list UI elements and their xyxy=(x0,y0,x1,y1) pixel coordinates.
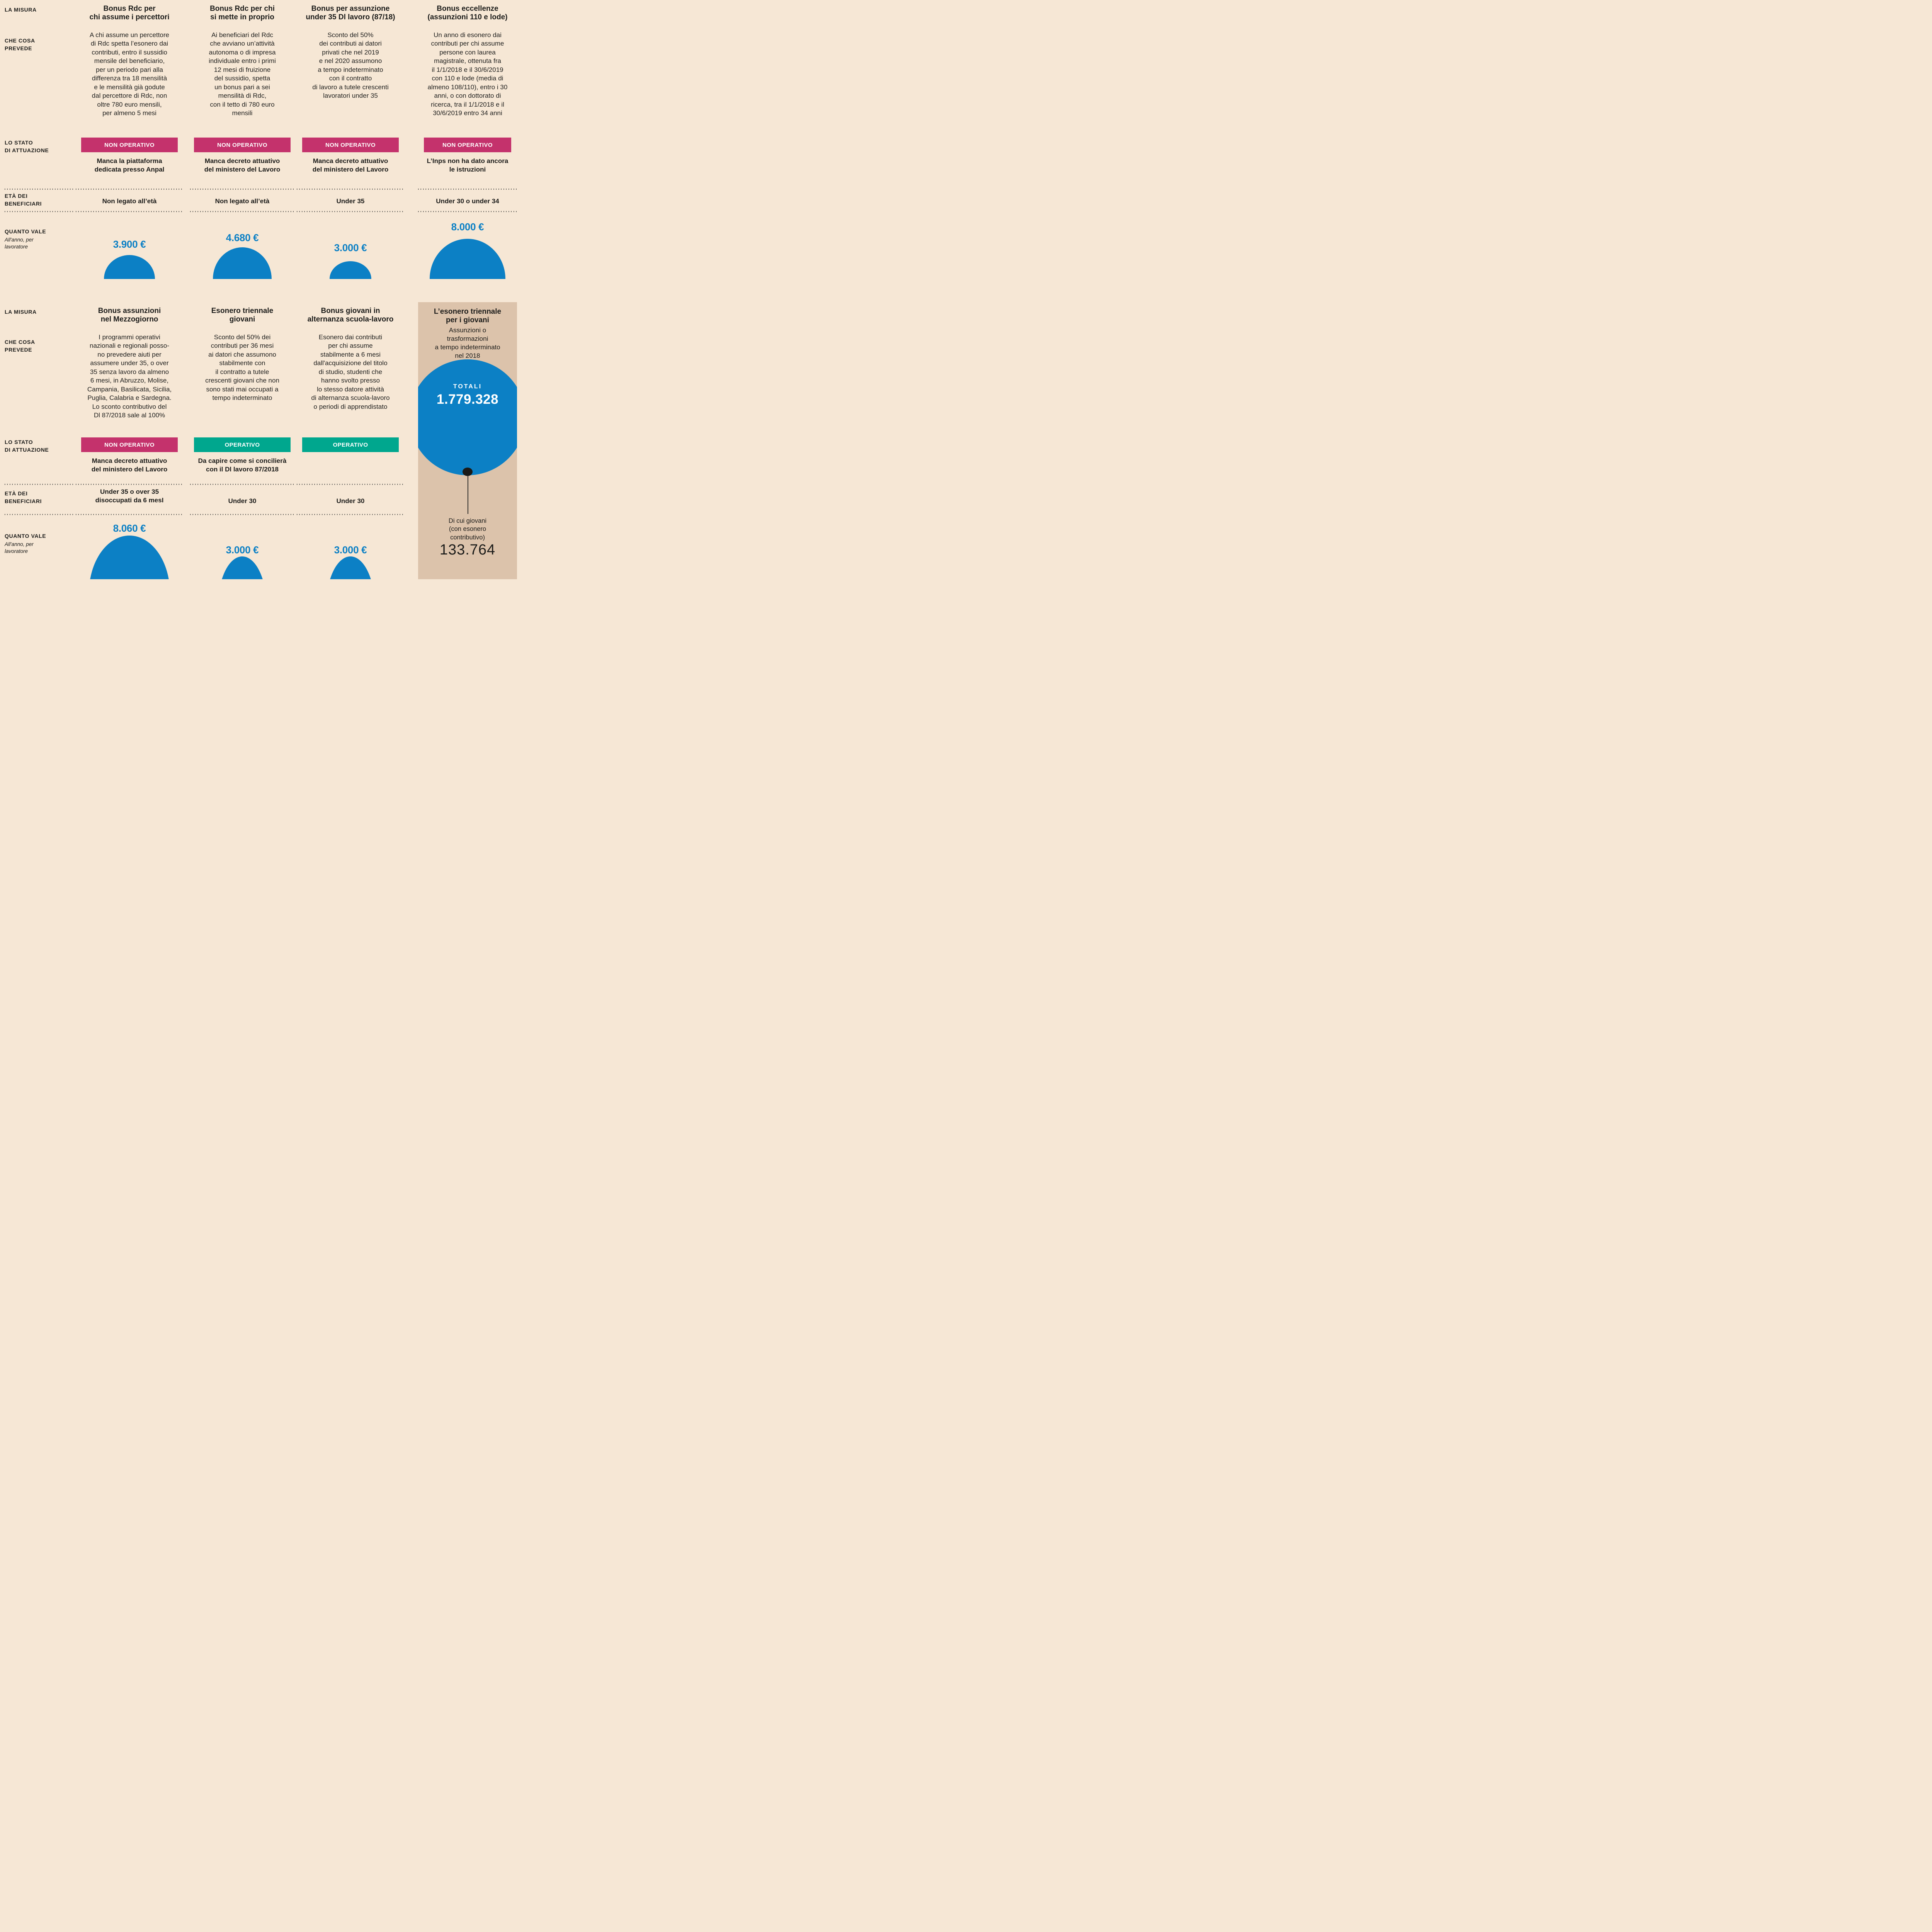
row-label-stato-1: LO STATO DI ATTUAZIONE xyxy=(5,139,49,153)
amount-dome xyxy=(326,556,375,579)
status-note: L’Inps non ha dato ancora le istruzioni xyxy=(427,157,509,173)
measure-title: Bonus per assunzione under 35 Dl lavoro … xyxy=(306,5,395,22)
measure-description: Esonero dai contributi per chi assume st… xyxy=(311,333,390,410)
dotted-divider xyxy=(5,514,73,515)
age-value: Non legato all’età xyxy=(215,197,270,205)
row-label-stato-2: LO STATO DI ATTUAZIONE xyxy=(5,439,49,453)
dotted-divider xyxy=(5,484,73,485)
status-badge: OPERATIVO xyxy=(194,437,291,452)
amount-value: 3.900 € xyxy=(113,238,146,250)
age-value: Under 30 o under 34 xyxy=(436,197,499,205)
dotted-divider xyxy=(76,189,183,190)
amount-dome xyxy=(89,536,170,579)
age-value: Under 35 xyxy=(336,197,365,205)
measure-description: Sconto del 50% dei contributi ai datori … xyxy=(312,31,389,100)
measure-title: Bonus Rdc per chi si mette in proprio xyxy=(210,5,275,22)
measure-description: I programmi operativi nazionali e region… xyxy=(87,333,172,419)
age-value: Non legato all’età xyxy=(102,197,157,205)
status-note: Manca la piattaforma dedicata presso Anp… xyxy=(94,157,165,173)
total-value: 1.779.328 xyxy=(436,392,499,407)
total-circle xyxy=(418,359,517,475)
amount-value: 3.000 € xyxy=(226,544,259,556)
dotted-divider xyxy=(418,189,517,190)
row-label-eta-1: ETÀ DEI BENEFICIARI xyxy=(5,193,42,207)
highlight-panel: L’esonero triennale per i giovani Assunz… xyxy=(418,302,517,579)
measure-column-rdc-proprio: Bonus Rdc per chi si mette in proprio Ai… xyxy=(190,0,294,579)
dotted-divider xyxy=(297,514,404,515)
status-note: Manca decreto attuativo del ministero de… xyxy=(91,457,168,473)
row-label-valore-sub-2: All'anno, per lavoratore xyxy=(5,541,34,554)
dotted-divider xyxy=(5,211,73,212)
measure-column-under35: Bonus per assunzione under 35 Dl lavoro … xyxy=(297,0,404,579)
row-label-valore-1: QUANTO VALE xyxy=(5,228,46,235)
measure-title: Bonus eccellenze (assunzioni 110 e lode) xyxy=(427,5,508,22)
dotted-divider xyxy=(297,211,404,212)
measure-title: Bonus Rdc per chi assume i percettori xyxy=(89,5,170,22)
status-badge: NON OPERATIVO xyxy=(424,138,511,152)
measure-title: Esonero triennale giovani xyxy=(211,307,274,324)
measure-column-eccellenze: Bonus eccellenze (assunzioni 110 e lode)… xyxy=(418,0,517,579)
dotted-divider xyxy=(297,189,404,190)
status-badge: NON OPERATIVO xyxy=(302,138,399,152)
status-badge: NON OPERATIVO xyxy=(81,437,178,452)
amount-value: 3.000 € xyxy=(334,544,367,556)
amount-dome xyxy=(218,556,267,579)
row-label-eta-2: ETÀ DEI BENEFICIARI xyxy=(5,490,42,504)
dotted-divider xyxy=(190,484,294,485)
dotted-divider xyxy=(76,514,183,515)
callout-value: 133.764 xyxy=(439,542,496,558)
amount-value: 4.680 € xyxy=(226,232,259,243)
dotted-divider xyxy=(190,514,294,515)
measure-column-rdc-assume: Bonus Rdc per chi assume i percettori A … xyxy=(76,0,183,579)
dotted-divider xyxy=(190,189,294,190)
amount-value: 3.000 € xyxy=(334,242,367,253)
status-badge: NON OPERATIVO xyxy=(194,138,291,152)
callout-label: Di cui giovani (con esonero contributivo… xyxy=(448,517,487,541)
row-label-misura-2: LA MISURA xyxy=(5,309,37,315)
dotted-divider xyxy=(297,484,404,485)
dotted-divider xyxy=(76,211,183,212)
age-value: Under 30 xyxy=(336,497,365,505)
status-badge: OPERATIVO xyxy=(302,437,399,452)
dotted-divider xyxy=(190,211,294,212)
measure-column-esonero-triennale: Esonero triennale giovani Sconto del 50%… xyxy=(190,0,294,579)
age-value: Under 30 xyxy=(228,497,257,505)
total-label: TOTALI xyxy=(453,383,482,390)
panel-subtitle: Assunzioni o trasformazioni a tempo inde… xyxy=(435,327,500,360)
callout-dot xyxy=(463,468,473,476)
measure-description: A chi assume un percettore di Rdc spetta… xyxy=(89,31,169,117)
dotted-divider xyxy=(76,484,183,485)
measure-description: Sconto del 50% dei contributi per 36 mes… xyxy=(205,333,279,402)
dotted-divider xyxy=(5,189,73,190)
status-note: Da capire come si concilierà con il Dl l… xyxy=(198,457,287,473)
status-note: Manca decreto attuativo del ministero de… xyxy=(204,157,281,173)
row-label-valore-sub-1: All'anno, per lavoratore xyxy=(5,237,34,250)
measure-column-mezzogiorno: Bonus assunzioni nel Mezzogiorno I progr… xyxy=(76,0,183,579)
measure-title: Bonus assunzioni nel Mezzogiorno xyxy=(98,307,161,324)
row-label-misura-1: LA MISURA xyxy=(5,7,37,13)
status-note: Manca decreto attuativo del ministero de… xyxy=(312,157,389,173)
infographic-canvas: LA MISURA CHE COSA PREVEDE LO STATO DI A… xyxy=(0,0,523,579)
row-label-cosa-2: CHE COSA PREVEDE xyxy=(5,339,35,353)
measure-title: Bonus giovani in alternanza scuola-lavor… xyxy=(307,307,394,324)
status-badge: NON OPERATIVO xyxy=(81,138,178,152)
measure-column-alternanza: Bonus giovani in alternanza scuola-lavor… xyxy=(297,0,404,579)
dotted-divider xyxy=(418,211,517,212)
age-value: Under 35 o over 35 disoccupati da 6 mesI xyxy=(95,488,164,504)
amount-value: 8.060 € xyxy=(113,522,146,534)
row-label-cosa-1: CHE COSA PREVEDE xyxy=(5,37,35,51)
measure-description: Un anno di esonero dai contributi per ch… xyxy=(427,31,508,117)
amount-value: 8.000 € xyxy=(451,221,484,233)
measure-description: Ai beneficiari del Rdc che avviano un’at… xyxy=(209,31,276,117)
row-label-valore-2: QUANTO VALE xyxy=(5,533,46,539)
amount-dome xyxy=(430,239,505,279)
panel-title: L’esonero triennale per i giovani xyxy=(434,308,502,325)
